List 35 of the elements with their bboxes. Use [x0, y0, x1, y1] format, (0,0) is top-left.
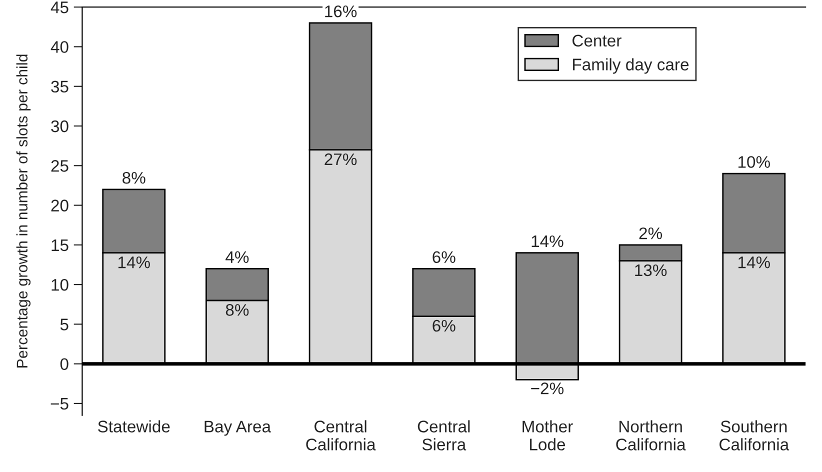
data-label: 6% — [432, 320, 456, 332]
y-tick-label: 25 — [51, 160, 68, 172]
legend-label: Center — [572, 34, 622, 47]
data-label: 16% — [325, 5, 357, 18]
y-tick-label: 0 — [60, 358, 68, 370]
y-axis-title: Percentage growth in number of slots per child — [16, 54, 31, 368]
x-tick-label: Bay Area — [204, 420, 272, 436]
y-tick-label: −5 — [50, 398, 68, 410]
data-label: 13% — [635, 264, 667, 276]
legend-label: Family day care — [573, 58, 689, 74]
data-label: 4% — [226, 251, 249, 263]
data-label: 14% — [532, 235, 564, 248]
data-label: 8% — [122, 172, 146, 184]
data-label: 27% — [324, 153, 357, 166]
y-tick-label: 45 — [50, 2, 68, 14]
data-label: −2% — [531, 382, 564, 394]
x-tick-label: Central California — [306, 420, 376, 450]
y-tick-label: 15 — [52, 239, 68, 252]
y-tick-label: 35 — [51, 80, 68, 93]
data-label: 8% — [226, 304, 249, 316]
x-tick-label: Southern California — [720, 420, 790, 450]
y-tick-label: 40 — [50, 41, 68, 53]
data-label: 6% — [432, 251, 456, 264]
data-label: 14% — [118, 256, 150, 268]
x-tick-label: Statewide — [98, 420, 170, 432]
x-tick-label: Northern California — [616, 420, 686, 450]
y-tick-label: 30 — [51, 120, 68, 132]
y-tick-label: 5 — [60, 318, 68, 330]
data-label: 14% — [738, 256, 770, 268]
y-tick-label: 20 — [51, 200, 68, 212]
x-tick-label: Central Sierra — [418, 420, 470, 450]
data-label: 10% — [738, 156, 770, 168]
x-tick-label: Mother Lode — [522, 420, 573, 450]
y-tick-label: 10 — [52, 278, 68, 291]
data-label: 2% — [639, 227, 662, 240]
